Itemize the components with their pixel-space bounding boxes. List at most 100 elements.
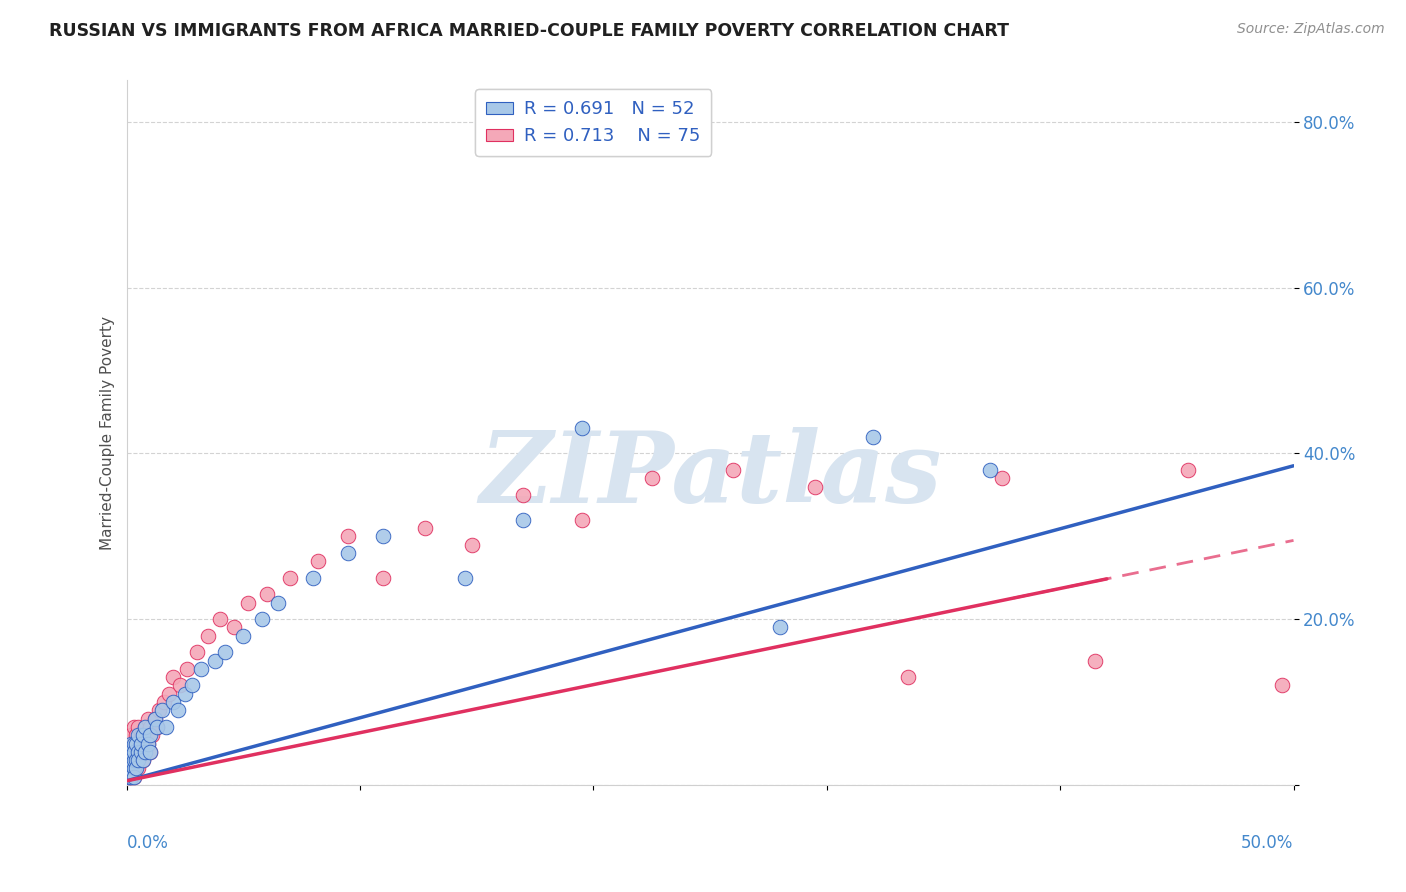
Point <box>461 537 484 551</box>
Point <box>1399 654 1406 668</box>
Point <box>132 753 155 767</box>
Point <box>1353 645 1375 659</box>
Point <box>139 745 162 759</box>
Point <box>157 687 180 701</box>
Point <box>125 737 148 751</box>
Point <box>302 571 325 585</box>
Point <box>136 737 159 751</box>
Point <box>1271 678 1294 692</box>
Point <box>139 745 162 759</box>
Point <box>979 463 1001 477</box>
Point <box>990 471 1012 485</box>
Point <box>862 430 884 444</box>
Point <box>125 761 148 775</box>
Point <box>127 753 149 767</box>
Point <box>118 770 141 784</box>
Point <box>232 629 254 643</box>
Point <box>118 753 141 767</box>
Point <box>127 745 149 759</box>
Point <box>125 728 148 742</box>
Point <box>122 770 145 784</box>
Point <box>125 745 148 759</box>
Point <box>125 761 148 775</box>
Point <box>897 670 920 684</box>
Point <box>120 745 142 759</box>
Point <box>1364 654 1386 668</box>
Point <box>256 587 278 601</box>
Point <box>267 596 290 610</box>
Point <box>174 687 197 701</box>
Point <box>146 720 169 734</box>
Point <box>118 737 141 751</box>
Point <box>120 728 142 742</box>
Point <box>169 678 191 692</box>
Point <box>153 695 176 709</box>
Point <box>143 712 166 726</box>
Point <box>120 770 142 784</box>
Point <box>129 753 152 767</box>
Point <box>134 745 156 759</box>
Point <box>180 678 202 692</box>
Point <box>122 761 145 775</box>
Point <box>127 761 149 775</box>
Point <box>641 471 664 485</box>
Point <box>120 753 142 767</box>
Point <box>118 770 141 784</box>
Point <box>120 753 142 767</box>
Point <box>1375 670 1398 684</box>
Point <box>1306 645 1329 659</box>
Point <box>571 513 593 527</box>
Point <box>141 728 163 742</box>
Point <box>127 720 149 734</box>
Point <box>162 670 184 684</box>
Point <box>373 571 395 585</box>
Point <box>571 421 593 435</box>
Point <box>307 554 329 568</box>
Point <box>186 645 208 659</box>
Point <box>118 745 141 759</box>
Point <box>1388 662 1406 676</box>
Point <box>127 737 149 751</box>
Point <box>190 662 212 676</box>
Point <box>148 703 170 717</box>
Point <box>337 529 360 543</box>
Point <box>132 737 155 751</box>
Point <box>139 728 162 742</box>
Point <box>118 761 141 775</box>
Point <box>129 728 152 742</box>
Point <box>167 703 190 717</box>
Point <box>1084 654 1107 668</box>
Point <box>146 720 169 734</box>
Point <box>129 745 152 759</box>
Point <box>134 720 156 734</box>
Text: 0.0%: 0.0% <box>127 834 169 852</box>
Point <box>278 571 301 585</box>
Point <box>1317 654 1340 668</box>
Point <box>118 761 141 775</box>
Point <box>1177 463 1199 477</box>
Point <box>139 720 162 734</box>
Point <box>214 645 236 659</box>
Point <box>804 479 827 493</box>
Point <box>197 629 219 643</box>
Point <box>132 753 155 767</box>
Point <box>136 712 159 726</box>
Point <box>723 463 745 477</box>
Point <box>512 488 534 502</box>
Point <box>1294 662 1316 676</box>
Point <box>118 753 141 767</box>
Point <box>512 513 534 527</box>
Point <box>155 720 177 734</box>
Point <box>129 737 152 751</box>
Point <box>150 703 173 717</box>
Point <box>122 761 145 775</box>
Point <box>127 753 149 767</box>
Point <box>1329 670 1351 684</box>
Point <box>118 745 141 759</box>
Point <box>122 770 145 784</box>
Point <box>136 737 159 751</box>
Text: 50.0%: 50.0% <box>1241 834 1294 852</box>
Point <box>125 753 148 767</box>
Point <box>236 596 259 610</box>
Point <box>143 712 166 726</box>
